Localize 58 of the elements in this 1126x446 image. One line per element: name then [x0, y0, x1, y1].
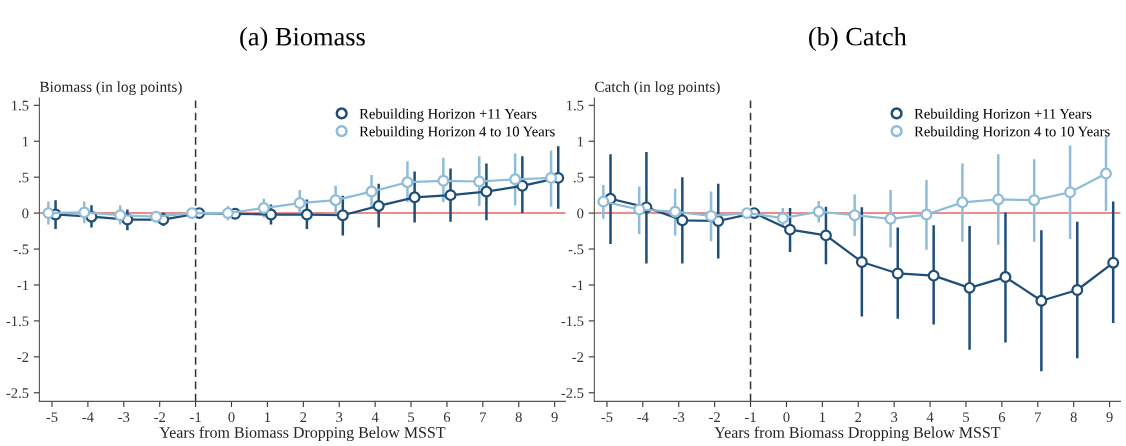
- y-tick-label: -1: [17, 280, 29, 291]
- y-tick-label: -2: [17, 352, 29, 362]
- x-tick-label: -4: [82, 412, 94, 422]
- x-tick-label: 4: [371, 412, 379, 422]
- y-tick-label: -.5: [568, 244, 584, 255]
- y-axis-title: Biomass (in log points): [39, 81, 182, 96]
- chart-title: (a) Biomass: [240, 27, 365, 51]
- x-tick-label: 1: [819, 412, 826, 422]
- x-tick-label: -1: [745, 412, 756, 422]
- x-tick-label: -3: [118, 412, 130, 423]
- x-tick-label: 6: [443, 412, 451, 423]
- x-tick-label: 3: [891, 412, 898, 423]
- y-tick-label: -1.5: [561, 316, 584, 327]
- y-tick-label: 1.5: [12, 100, 29, 111]
- x-tick-label: 5: [963, 412, 970, 423]
- x-tick-label: 2: [300, 412, 307, 422]
- x-tick-label: -2: [709, 412, 720, 422]
- y-tick-label: -2.5: [6, 388, 29, 399]
- x-tick-label: 7: [1035, 412, 1042, 422]
- legend-label: Rebuilding Horizon 4 to 10 Years: [359, 126, 555, 140]
- y-tick-label: -2.5: [561, 388, 584, 399]
- x-axis-title: Years from Biomass Dropping Below MSST: [714, 426, 1001, 442]
- x-tick-label: -5: [46, 412, 58, 423]
- y-tick-label: 1.5: [566, 100, 584, 111]
- x-axis-title: Years from Biomass Dropping Below MSST: [159, 426, 446, 442]
- y-tick-label: .5: [19, 172, 29, 183]
- x-tick-label: -2: [154, 412, 165, 422]
- x-tick-label: 7: [480, 412, 487, 422]
- legend-label: Rebuilding Horizon +11 Years: [359, 108, 537, 122]
- y-tick-label: -.5: [13, 244, 29, 255]
- x-tick-label: 8: [515, 412, 522, 423]
- y-tick-label: 1: [22, 136, 29, 147]
- y-axis-title: Catch (in log points): [594, 81, 720, 96]
- x-tick-label: 8: [1070, 412, 1077, 423]
- x-tick-label: 2: [855, 412, 862, 422]
- y-tick-label: -1.5: [6, 316, 29, 327]
- legend-label: Rebuilding Horizon +11 Years: [914, 108, 1092, 122]
- x-tick-label: 0: [228, 412, 235, 423]
- x-tick-label: -3: [673, 412, 685, 423]
- y-tick-label: .5: [573, 172, 584, 183]
- x-tick-label: 5: [408, 412, 415, 423]
- x-tick-label: 9: [551, 412, 558, 423]
- y-tick-label: 0: [577, 208, 584, 219]
- legend-label: Rebuilding Horizon 4 to 10 Years: [914, 126, 1110, 140]
- x-tick-label: 6: [998, 412, 1006, 423]
- y-tick-label: -2: [572, 352, 584, 362]
- x-tick-label: -4: [637, 412, 649, 422]
- x-tick-label: 3: [336, 412, 343, 423]
- x-tick-label: 4: [926, 412, 934, 422]
- x-tick-label: -1: [190, 412, 201, 422]
- y-tick-label: 0: [22, 208, 29, 219]
- y-tick-label: 1: [577, 136, 584, 147]
- chart-title: (b) Catch: [809, 27, 907, 51]
- x-tick-label: -5: [601, 412, 613, 423]
- x-tick-label: 0: [783, 412, 790, 423]
- x-tick-label: 9: [1106, 412, 1113, 423]
- y-tick-label: -1: [572, 280, 584, 291]
- x-tick-label: 1: [265, 412, 271, 422]
